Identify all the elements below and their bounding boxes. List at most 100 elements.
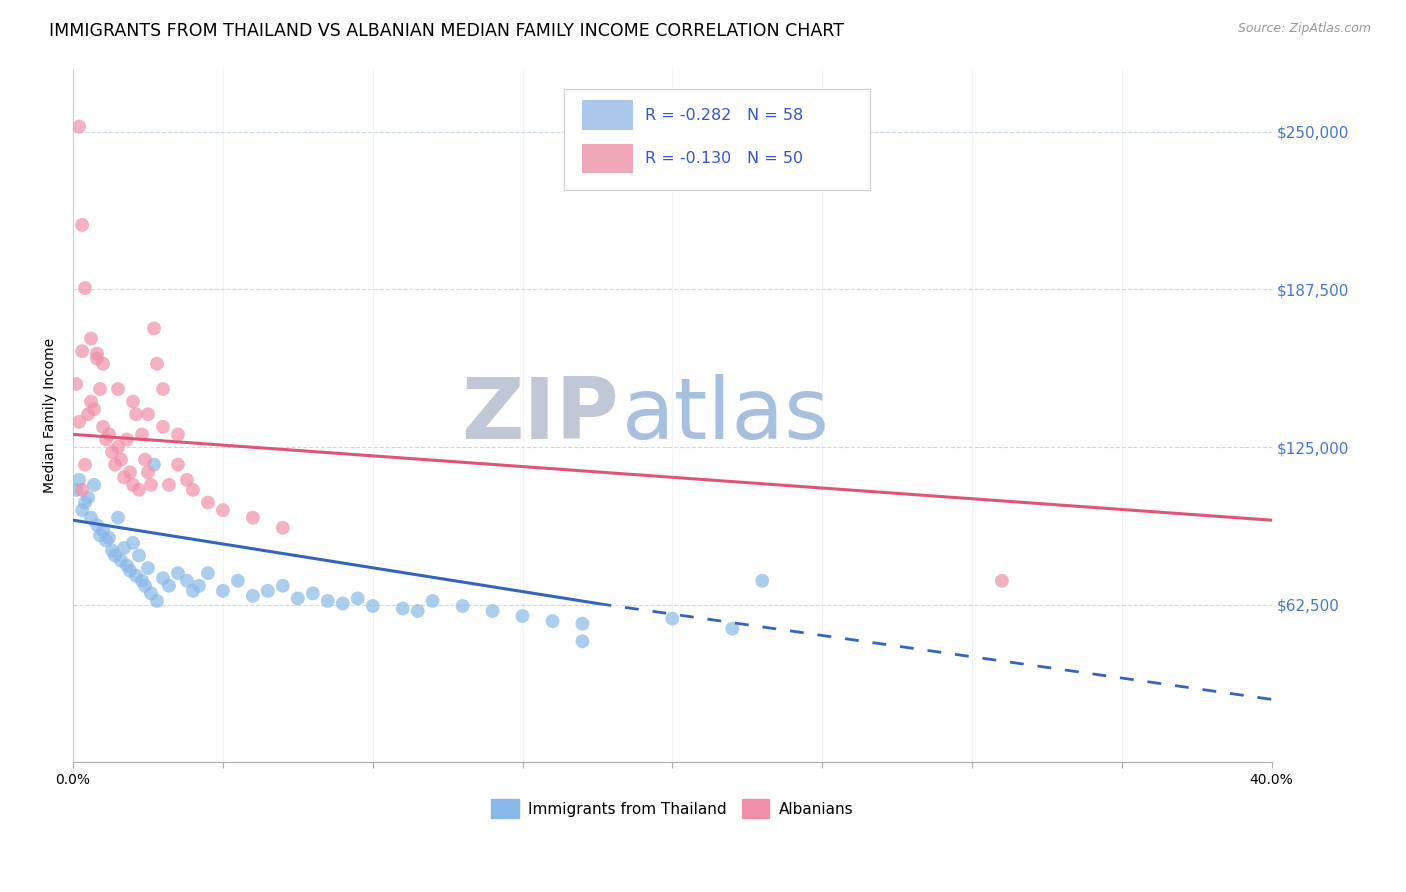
- Point: [115, 433, 138, 447]
- Point: [131, 427, 153, 442]
- Point: [75, 458, 97, 472]
- Point: [136, 465, 159, 479]
- Point: [136, 407, 159, 421]
- Text: atlas: atlas: [621, 374, 830, 457]
- Point: [257, 583, 280, 598]
- Point: [65, 376, 87, 391]
- Point: [134, 579, 156, 593]
- Point: [86, 346, 108, 360]
- Point: [125, 407, 148, 421]
- Point: [721, 622, 744, 636]
- Point: [80, 510, 103, 524]
- Point: [104, 549, 127, 563]
- Point: [125, 568, 148, 582]
- Point: [346, 591, 368, 606]
- Point: [128, 549, 150, 563]
- Point: [332, 597, 354, 611]
- Point: [67, 120, 90, 134]
- Point: [197, 495, 219, 509]
- Point: [89, 528, 111, 542]
- Point: [77, 491, 100, 505]
- Point: [176, 574, 198, 588]
- Point: [176, 473, 198, 487]
- Point: [131, 574, 153, 588]
- Point: [406, 604, 429, 618]
- Point: [512, 609, 534, 624]
- Point: [422, 594, 444, 608]
- Point: [152, 420, 174, 434]
- Point: [122, 394, 145, 409]
- Point: [212, 503, 235, 517]
- Point: [661, 612, 683, 626]
- Point: [91, 523, 114, 537]
- Point: [128, 483, 150, 497]
- Y-axis label: Median Family Income: Median Family Income: [44, 338, 58, 493]
- Point: [167, 566, 190, 581]
- Point: [187, 579, 209, 593]
- Point: [101, 543, 124, 558]
- Point: [83, 478, 105, 492]
- Point: [991, 574, 1014, 588]
- Point: [70, 483, 93, 497]
- Point: [571, 634, 593, 648]
- Point: [451, 599, 474, 613]
- Point: [91, 420, 114, 434]
- Text: ZIP: ZIP: [461, 374, 619, 457]
- Point: [316, 594, 339, 608]
- Point: [118, 465, 141, 479]
- Point: [101, 445, 124, 459]
- Point: [83, 402, 105, 417]
- Point: [136, 561, 159, 575]
- Point: [91, 357, 114, 371]
- Point: [80, 332, 103, 346]
- Point: [287, 591, 309, 606]
- Point: [110, 452, 132, 467]
- Point: [112, 541, 135, 555]
- Text: N = 50: N = 50: [747, 152, 803, 166]
- Point: [242, 589, 264, 603]
- Point: [70, 218, 93, 232]
- Point: [146, 594, 169, 608]
- Point: [89, 382, 111, 396]
- Point: [122, 536, 145, 550]
- Point: [107, 440, 129, 454]
- Point: [80, 394, 103, 409]
- Point: [94, 433, 117, 447]
- Point: [107, 382, 129, 396]
- Point: [146, 357, 169, 371]
- Point: [122, 478, 145, 492]
- Point: [115, 558, 138, 573]
- Point: [226, 574, 249, 588]
- Point: [67, 473, 90, 487]
- Point: [75, 495, 97, 509]
- Text: N = 58: N = 58: [747, 108, 803, 122]
- Point: [391, 601, 413, 615]
- Point: [65, 483, 87, 497]
- Point: [271, 521, 294, 535]
- FancyBboxPatch shape: [564, 89, 870, 190]
- Point: [67, 415, 90, 429]
- Point: [107, 510, 129, 524]
- Point: [212, 583, 235, 598]
- Point: [181, 583, 204, 598]
- Point: [70, 344, 93, 359]
- Point: [139, 586, 162, 600]
- Point: [77, 407, 100, 421]
- Point: [242, 510, 264, 524]
- Point: [86, 351, 108, 366]
- Point: [75, 281, 97, 295]
- Point: [98, 427, 121, 442]
- Point: [143, 458, 166, 472]
- Text: R = -0.282: R = -0.282: [645, 108, 731, 122]
- Point: [143, 321, 166, 335]
- Point: [134, 452, 156, 467]
- Point: [139, 478, 162, 492]
- Point: [571, 616, 593, 631]
- Point: [197, 566, 219, 581]
- FancyBboxPatch shape: [582, 101, 633, 129]
- Point: [152, 571, 174, 585]
- Text: Source: ZipAtlas.com: Source: ZipAtlas.com: [1237, 22, 1371, 36]
- Point: [481, 604, 503, 618]
- Text: IMMIGRANTS FROM THAILAND VS ALBANIAN MEDIAN FAMILY INCOME CORRELATION CHART: IMMIGRANTS FROM THAILAND VS ALBANIAN MED…: [49, 22, 844, 40]
- Point: [118, 564, 141, 578]
